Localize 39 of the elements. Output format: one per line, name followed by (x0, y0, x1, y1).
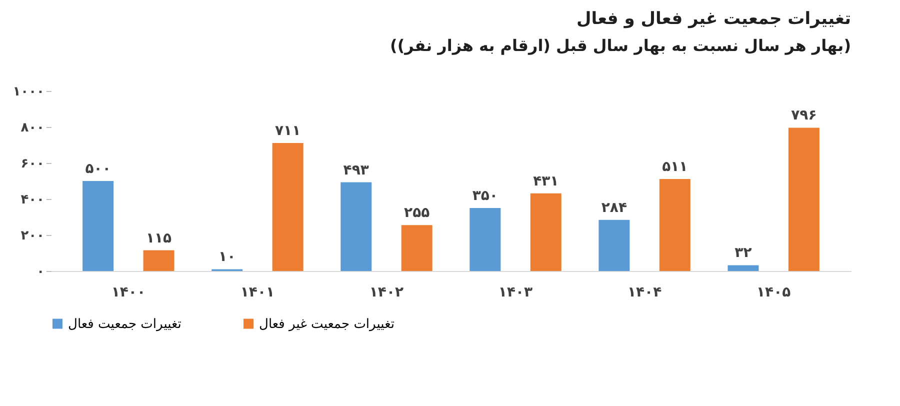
x-tick-label: ۱۴۰۳ (498, 284, 534, 300)
x-tick-label: ۱۴۰۲ (369, 284, 404, 300)
bar (470, 208, 501, 271)
y-tick-label: ۱۰۰۰ (12, 84, 44, 100)
data-label: ۴۳۱ (533, 173, 559, 190)
chart-subtitle: (بهار هر سال نسبت به بهار سال قبل (ارقام به هزار نفر)) (390, 36, 851, 55)
legend-label: تغییرات جمعیت غیر فعال (259, 316, 395, 332)
data-label: ۱۱۵ (146, 230, 172, 246)
y-tick-label: ۶۰۰ (20, 156, 44, 172)
data-label: ۵۰۰ (85, 161, 111, 177)
y-tick-label: ۸۰۰ (20, 120, 44, 136)
x-tick-label: ۱۴۰۱ (240, 284, 275, 300)
data-label: ۲۵۵ (404, 205, 430, 222)
data-label: ۳۲ (734, 245, 752, 262)
bar (788, 128, 820, 271)
bar (659, 179, 690, 271)
bar (401, 225, 432, 271)
x-tick-label: ۱۴۰۴ (627, 284, 662, 300)
y-tick-label: ۰ (36, 264, 44, 280)
bar (143, 250, 174, 271)
legend-label: تغییرات جمعیت فعال (68, 316, 182, 332)
bar (340, 182, 372, 271)
x-tick-label: ۱۴۰۵ (756, 284, 792, 300)
x-tick-label: ۱۴۰۰ (111, 284, 146, 300)
data-label: ۴۹۳ (343, 162, 370, 178)
data-label: ۲۸۴ (601, 200, 628, 216)
y-tick-label: ۲۰۰ (20, 228, 44, 244)
bar (598, 220, 630, 271)
data-label: ۷۱۱ (274, 123, 301, 140)
chart-title: تغییرات جمعیت غیر فعال و فعال (576, 9, 851, 29)
data-label: ۳۵۰ (472, 188, 498, 204)
y-tick-label: ۴۰۰ (20, 192, 44, 208)
data-label: ۷۹۶ (791, 108, 817, 124)
bar (728, 265, 759, 271)
bar (530, 193, 562, 271)
bar (272, 143, 304, 271)
data-label: ۵۱۱ (662, 159, 688, 176)
bar (82, 181, 114, 271)
data-label: ۱۰ (218, 249, 236, 266)
